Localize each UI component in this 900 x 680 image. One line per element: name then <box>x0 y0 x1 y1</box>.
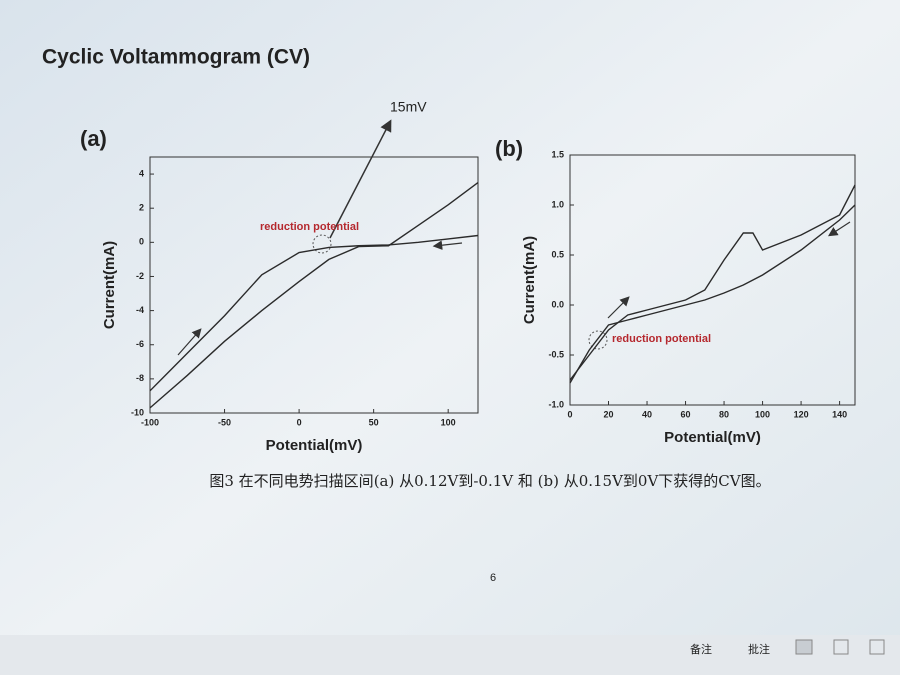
panel-label: (a) <box>80 126 107 151</box>
plot-frame <box>569 154 856 406</box>
y-tick-label: -4 <box>136 305 144 315</box>
status-bar <box>0 635 900 675</box>
y-tick-label: -1.0 <box>548 399 564 409</box>
annotation: 15mV <box>390 99 427 115</box>
sorter-view-button[interactable] <box>833 639 849 655</box>
normal-view-button[interactable] <box>795 639 813 655</box>
page-number: 6 <box>490 572 496 584</box>
plot-frame <box>149 156 479 414</box>
x-tick-label: 40 <box>642 409 652 419</box>
y-axis-label: Current(mA) <box>101 241 118 329</box>
y-tick-label: -2 <box>136 271 144 281</box>
panel-label: (b) <box>495 136 523 161</box>
y-tick-label: 4 <box>139 168 144 178</box>
annotation: reduction potential <box>260 221 359 233</box>
x-tick-label: -50 <box>218 417 231 427</box>
annotation: reduction potential <box>612 333 711 345</box>
reading-view-button[interactable] <box>869 639 885 655</box>
y-tick-label: 2 <box>139 203 144 213</box>
x-axis-label: Potential(mV) <box>266 437 363 454</box>
arrow <box>827 221 851 237</box>
marker-circle <box>312 234 332 254</box>
arrow <box>607 296 630 319</box>
arrow <box>329 119 392 239</box>
data-line <box>149 182 479 409</box>
data-line <box>569 184 856 381</box>
y-tick-label: 0.0 <box>551 299 564 309</box>
y-tick-label: -6 <box>136 339 144 349</box>
y-tick-label: -8 <box>136 373 144 383</box>
x-tick-label: 100 <box>441 417 456 427</box>
x-axis-label: Potential(mV) <box>664 429 761 446</box>
y-tick-label: 0.5 <box>551 249 564 259</box>
figure-caption: 图3 在不同电势扫描区间(a) 从0.12V到-0.1V 和 (b) 从0.15… <box>209 472 770 490</box>
marker-circle <box>588 330 608 350</box>
x-tick-label: 0 <box>567 409 572 419</box>
y-tick-label: -0.5 <box>548 349 564 359</box>
y-tick-label: 1.0 <box>551 199 564 209</box>
y-tick-label: -10 <box>131 407 144 417</box>
x-tick-label: 100 <box>755 409 770 419</box>
x-tick-label: 0 <box>297 417 302 427</box>
y-tick-label: 1.5 <box>551 149 564 159</box>
arrow <box>432 240 463 250</box>
x-tick-label: -100 <box>141 417 159 427</box>
data-line <box>569 204 856 384</box>
x-tick-label: 80 <box>719 409 729 419</box>
slide-title: Cyclic Voltammogram (CV) <box>42 46 310 69</box>
y-tick-label: 0 <box>139 237 144 247</box>
comments-button[interactable]: 批注 <box>748 642 770 656</box>
x-tick-label: 60 <box>681 409 691 419</box>
x-tick-label: 20 <box>604 409 614 419</box>
y-axis-label: Current(mA) <box>521 236 538 324</box>
x-tick-label: 140 <box>832 409 847 419</box>
x-tick-label: 50 <box>369 417 379 427</box>
arrow <box>177 328 202 356</box>
data-line <box>149 234 479 392</box>
notes-button[interactable]: 备注 <box>690 642 712 656</box>
x-tick-label: 120 <box>794 409 809 419</box>
